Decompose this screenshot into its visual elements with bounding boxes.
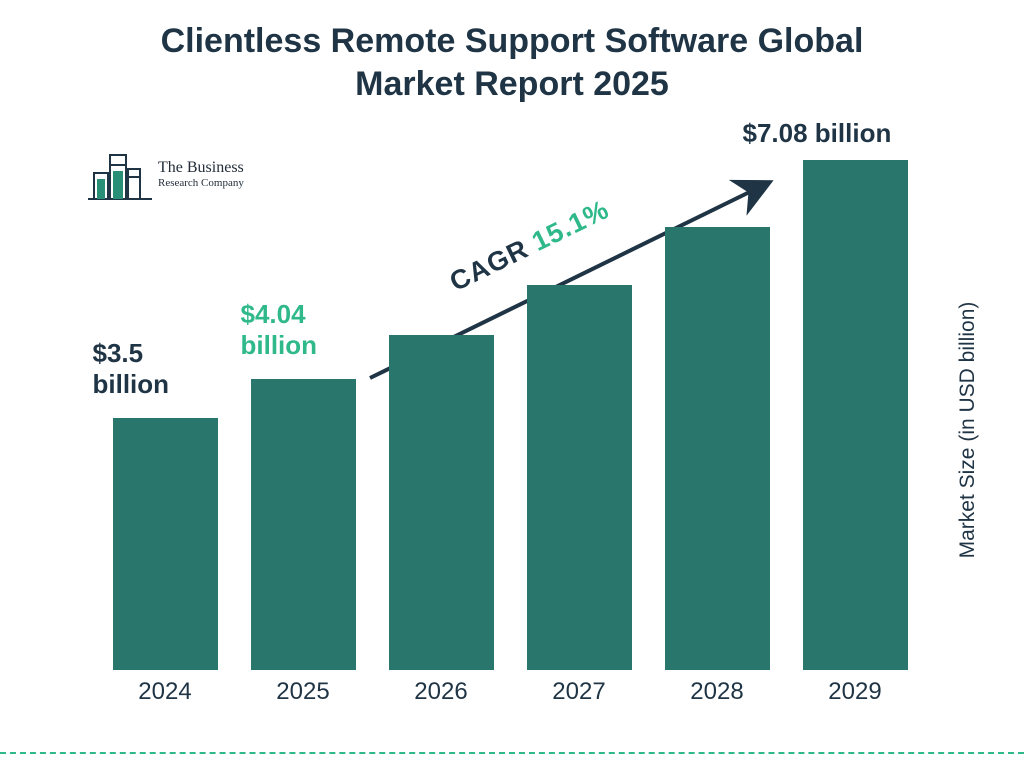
x-axis-label: 2026	[372, 678, 510, 706]
bar-slot	[665, 227, 770, 670]
bar-slot	[527, 285, 632, 670]
bar	[665, 227, 770, 670]
bar-slot	[389, 335, 494, 670]
footer-separator	[0, 752, 1024, 754]
bar-slot	[803, 160, 908, 670]
x-axis-label: 2029	[786, 678, 924, 706]
bar	[527, 285, 632, 670]
value-annotation: $3.5billion	[93, 338, 170, 400]
value-annotation: $4.04billion	[241, 299, 318, 361]
x-axis-label: 2028	[648, 678, 786, 706]
bar	[803, 160, 908, 670]
chart-title: Clientless Remote Support Software Globa…	[0, 20, 1024, 105]
bar	[113, 418, 218, 670]
bar	[389, 335, 494, 670]
value-annotation: $7.08 billion	[743, 118, 892, 149]
bar-slot	[113, 418, 218, 670]
bar-chart: CAGR15.1% $3.5billion$4.04billion$7.08 b…	[95, 130, 925, 670]
bar-slot	[251, 379, 356, 670]
x-axis-label: 2024	[96, 678, 234, 706]
x-axis-label: 2027	[510, 678, 648, 706]
chart-canvas: Clientless Remote Support Software Globa…	[0, 0, 1024, 768]
trend-arrow	[95, 130, 925, 670]
x-axis-label: 2025	[234, 678, 372, 706]
y-axis-label: Market Size (in USD billion)	[956, 302, 980, 559]
bar	[251, 379, 356, 670]
